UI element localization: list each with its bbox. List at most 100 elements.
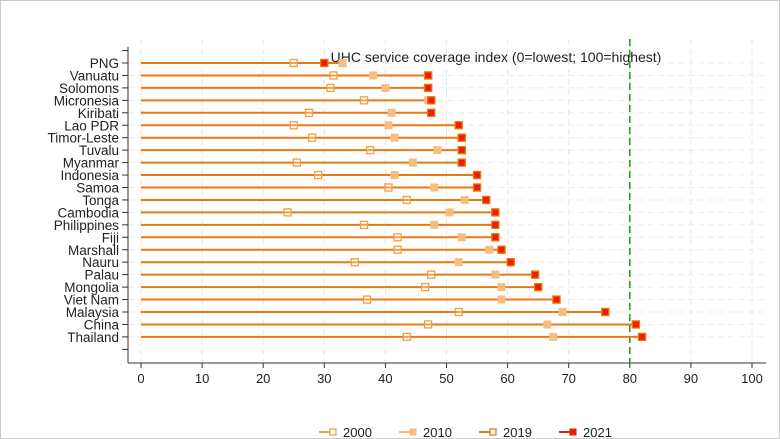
point-2000 bbox=[314, 170, 323, 180]
y-tick-label: Marshall bbox=[68, 243, 119, 258]
y-tick-label: Solomons bbox=[59, 81, 119, 96]
point-2010 bbox=[558, 308, 567, 316]
y-tick-label: Tuvalu bbox=[79, 143, 119, 158]
point-2010 bbox=[454, 258, 463, 267]
point-2010 bbox=[369, 71, 378, 80]
point-2010 bbox=[430, 220, 439, 229]
point-2010 bbox=[497, 295, 506, 304]
legend-marker bbox=[569, 428, 577, 436]
point-2000 bbox=[359, 220, 369, 230]
y-tick-label: Cambodia bbox=[57, 205, 119, 220]
y-tick-label: Thailand bbox=[67, 330, 119, 345]
point-2010 bbox=[390, 133, 399, 142]
point-2021 bbox=[454, 121, 463, 130]
point-2021 bbox=[552, 295, 561, 304]
y-tick-label: Malaysia bbox=[66, 305, 120, 320]
legend-marker bbox=[329, 428, 337, 436]
point-2021 bbox=[534, 283, 543, 292]
y-tick-label: Indonesia bbox=[60, 168, 119, 183]
point-2000 bbox=[289, 121, 298, 130]
point-2021 bbox=[457, 133, 466, 142]
point-2000 bbox=[393, 245, 402, 254]
point-2000 bbox=[454, 307, 463, 317]
x-tick-label: 80 bbox=[623, 371, 637, 386]
point-2000 bbox=[329, 71, 338, 80]
x-tick-label: 20 bbox=[256, 371, 270, 386]
point-2010 bbox=[390, 171, 399, 180]
point-2000 bbox=[402, 195, 411, 205]
legend-label: 2021 bbox=[583, 425, 612, 439]
x-tick-label: 90 bbox=[684, 371, 698, 386]
point-2021 bbox=[631, 320, 641, 329]
point-2021 bbox=[491, 233, 500, 242]
point-2010 bbox=[457, 233, 466, 242]
legend-item-2021: 2021 bbox=[559, 425, 612, 439]
point-2021 bbox=[491, 220, 500, 229]
y-tick-label: Tonga bbox=[82, 193, 119, 208]
point-2000 bbox=[289, 58, 298, 68]
point-2010 bbox=[381, 83, 390, 92]
point-2000 bbox=[362, 295, 372, 304]
y-tick-label: Samoa bbox=[76, 181, 119, 196]
y-tick-label: Kiribati bbox=[78, 106, 119, 121]
point-2010 bbox=[430, 183, 439, 192]
x-tick-label: 40 bbox=[378, 371, 392, 386]
point-2021 bbox=[424, 83, 433, 93]
y-tick-label: Mongolia bbox=[64, 280, 119, 295]
point-2021 bbox=[601, 307, 610, 317]
point-2021 bbox=[506, 258, 515, 267]
point-2000 bbox=[393, 233, 402, 242]
y-tick-label: Micronesia bbox=[54, 93, 120, 108]
point-2000 bbox=[402, 332, 411, 342]
x-tick-label: 0 bbox=[137, 371, 144, 386]
x-tick-label: 50 bbox=[439, 371, 453, 386]
point-2010 bbox=[549, 332, 558, 341]
point-2000 bbox=[365, 145, 375, 155]
legend-item-2000: 2000 bbox=[319, 425, 372, 438]
x-tick-label: 30 bbox=[317, 371, 331, 386]
legend-item-2010: 2010 bbox=[399, 425, 452, 439]
point-2000 bbox=[326, 83, 335, 93]
y-tick-label: Nauru bbox=[82, 255, 119, 270]
point-2021 bbox=[482, 195, 491, 205]
point-2010 bbox=[485, 245, 494, 254]
y-tick-label: Palau bbox=[84, 268, 119, 283]
y-tick-label: Philippines bbox=[54, 218, 120, 233]
point-2000 bbox=[427, 270, 436, 279]
point-2010 bbox=[445, 208, 454, 217]
y-tick-label: Timor-Leste bbox=[47, 131, 119, 146]
y-tick-label: Lao PDR bbox=[64, 118, 119, 133]
x-tick-label: 60 bbox=[500, 371, 514, 386]
point-2021 bbox=[472, 183, 482, 192]
chart-title: UHC service coverage index (0=lowest; 10… bbox=[331, 49, 662, 65]
legend-item-2019: 2019 bbox=[479, 425, 532, 439]
point-2010 bbox=[384, 121, 393, 130]
point-2000 bbox=[307, 133, 317, 142]
point-2021 bbox=[320, 58, 329, 68]
point-2000 bbox=[384, 183, 393, 192]
y-tick-label: Fiji bbox=[102, 230, 119, 245]
legend-marker bbox=[409, 428, 417, 436]
point-2010 bbox=[433, 146, 442, 155]
point-2021 bbox=[427, 108, 436, 117]
point-2010 bbox=[338, 59, 347, 67]
point-2021 bbox=[491, 208, 500, 217]
point-2010 bbox=[543, 320, 552, 329]
y-tick-label: Myanmar bbox=[63, 156, 120, 171]
y-tick-label: Vanuatu bbox=[70, 68, 119, 83]
legend-label: 2010 bbox=[423, 425, 452, 439]
point-2021 bbox=[424, 71, 433, 80]
x-tick-label: 10 bbox=[195, 371, 209, 386]
y-tick-label: Viet Nam bbox=[64, 293, 119, 308]
point-2021 bbox=[530, 270, 540, 279]
point-2010 bbox=[460, 195, 469, 204]
legend-label: 2019 bbox=[503, 425, 532, 439]
point-2010 bbox=[387, 108, 396, 117]
point-2010 bbox=[497, 283, 506, 292]
point-2000 bbox=[283, 208, 292, 217]
legend-marker bbox=[489, 428, 497, 436]
point-2021 bbox=[637, 332, 647, 341]
point-2000 bbox=[350, 258, 360, 267]
